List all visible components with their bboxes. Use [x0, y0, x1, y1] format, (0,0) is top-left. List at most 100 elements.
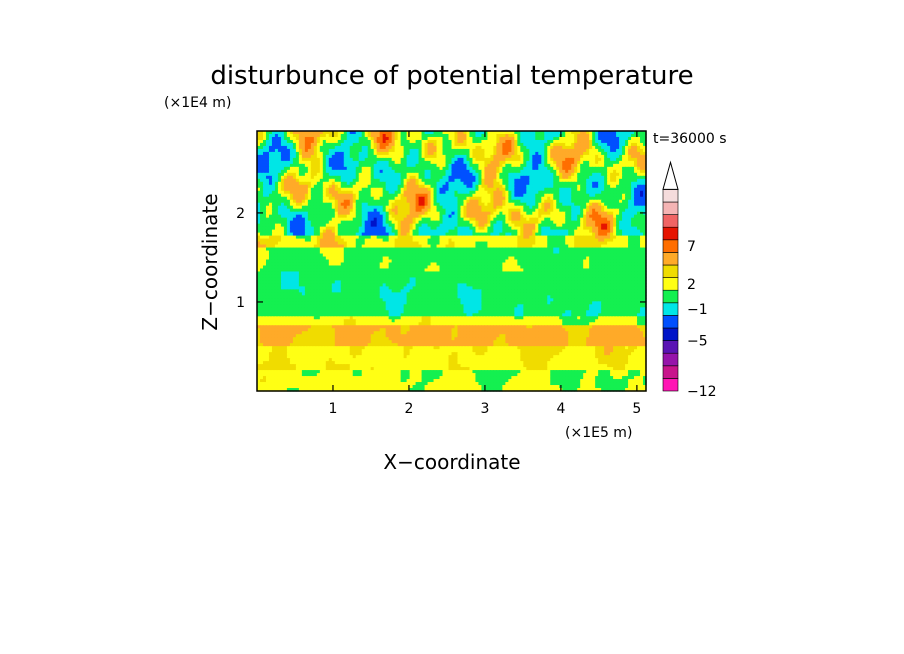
- field-cell: [298, 196, 303, 201]
- field-cell: [427, 133, 432, 138]
- field-cell: [289, 151, 294, 156]
- field-cell: [292, 175, 297, 180]
- field-cell: [601, 187, 605, 192]
- field-cell: [271, 208, 276, 213]
- field-cell: [508, 208, 512, 213]
- field-cell: [571, 214, 575, 219]
- field-cell: [394, 229, 399, 234]
- field-cell: [343, 190, 348, 195]
- field-cell: [490, 214, 494, 219]
- field-cell: [346, 145, 351, 150]
- field-cell: [607, 193, 611, 198]
- field-cell: [559, 196, 563, 201]
- field-cell: [367, 217, 372, 222]
- field-cell: [301, 163, 306, 168]
- field-cell: [520, 196, 524, 201]
- field-cell: [346, 226, 351, 231]
- field-cell: [625, 145, 629, 150]
- field-cell: [556, 145, 560, 150]
- field-cell: [262, 232, 267, 237]
- field-cell: [559, 157, 563, 162]
- field-cell: [496, 199, 500, 204]
- field-cell: [571, 226, 575, 231]
- field-cell: [493, 136, 497, 141]
- field-cell: [499, 226, 503, 231]
- field-cell: [580, 133, 584, 138]
- field-cell: [475, 214, 480, 219]
- field-cell: [556, 148, 560, 153]
- field-cell: [604, 211, 608, 216]
- field-cell: [385, 244, 390, 249]
- field-cell: [319, 142, 324, 147]
- field-cell: [457, 232, 462, 237]
- field-cell: [331, 223, 336, 228]
- field-cell: [553, 214, 557, 219]
- field-cell: [589, 148, 593, 153]
- field-cell: [634, 139, 638, 144]
- field-cell: [457, 208, 462, 213]
- field-cell: [304, 223, 309, 228]
- field-cell: [307, 157, 312, 162]
- field-cell: [643, 193, 647, 198]
- field-cell: [499, 142, 503, 147]
- field-cell: [628, 202, 632, 207]
- field-cell: [487, 235, 491, 240]
- field-cell: [529, 187, 533, 192]
- field-cell: [277, 208, 282, 213]
- field-cell: [316, 145, 321, 150]
- field-cell: [517, 154, 521, 159]
- field-cell: [490, 196, 494, 201]
- field-cell: [448, 145, 453, 150]
- field-cell: [298, 208, 303, 213]
- field-cell: [469, 157, 474, 162]
- field-cell: [622, 211, 626, 216]
- field-cell: [403, 142, 408, 147]
- field-cell: [643, 175, 647, 180]
- field-cell: [601, 154, 605, 159]
- field-cell: [445, 229, 450, 234]
- field-cell: [257, 208, 261, 213]
- field-cell: [361, 199, 366, 204]
- field-cell: [310, 220, 315, 225]
- field-cell: [553, 193, 557, 198]
- field-cell: [598, 131, 602, 135]
- field-cell: [643, 145, 647, 150]
- field-cell: [355, 139, 360, 144]
- field-cell: [283, 187, 288, 192]
- field-cell: [370, 133, 375, 138]
- field-cell: [604, 241, 608, 246]
- field-cell: [295, 229, 300, 234]
- field-cell: [421, 193, 426, 198]
- field-cell: [355, 131, 360, 135]
- field-cell: [508, 217, 512, 222]
- field-cell: [325, 220, 330, 225]
- field-cell: [331, 196, 336, 201]
- field-cell: [274, 244, 279, 249]
- field-cell: [469, 154, 474, 159]
- field-cell: [553, 160, 557, 165]
- field-cell: [427, 187, 432, 192]
- field-cell: [451, 232, 456, 237]
- field-cell: [556, 166, 560, 171]
- field-cell: [514, 172, 518, 177]
- field-cell: [610, 241, 614, 246]
- field-cell: [451, 151, 456, 156]
- field-cell: [580, 178, 584, 183]
- field-cell: [643, 136, 647, 141]
- field-cell: [262, 131, 267, 135]
- field-cell: [454, 133, 459, 138]
- field-cell: [403, 187, 408, 192]
- field-cell: [454, 136, 459, 141]
- field-cell: [634, 199, 638, 204]
- field-cell: [295, 211, 300, 216]
- field-cell: [439, 211, 444, 216]
- field-cell: [589, 172, 593, 177]
- field-cell: [376, 148, 381, 153]
- field-cell: [265, 232, 270, 237]
- field-cell: [349, 205, 354, 210]
- y-axis-unit: (×1E4 m): [164, 95, 231, 111]
- field-cell: [571, 178, 575, 183]
- field-cell: [604, 133, 608, 138]
- field-cell: [592, 211, 596, 216]
- field-cell: [439, 181, 444, 186]
